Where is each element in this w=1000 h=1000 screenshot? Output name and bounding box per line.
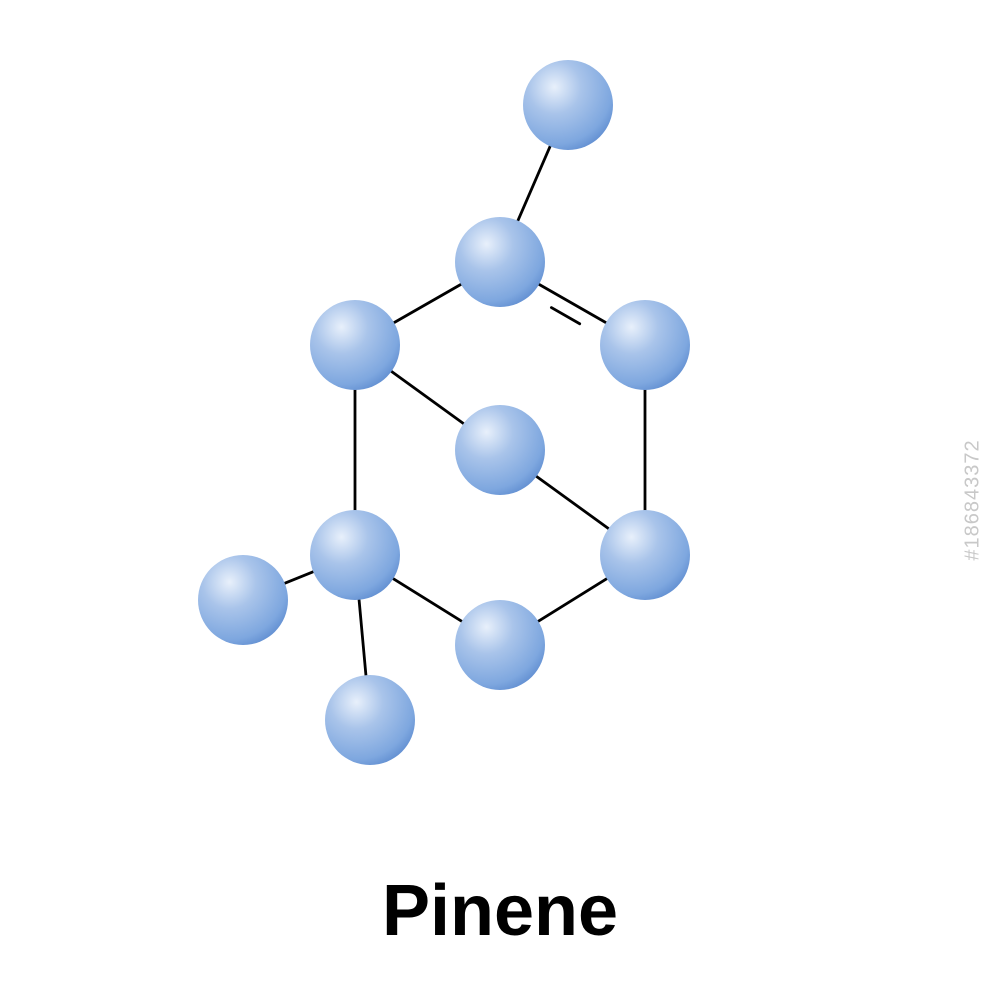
diagram-canvas: Pinene #186843372 [0,0,1000,1000]
bond [516,142,552,225]
atom-me_left [198,555,288,645]
bond [551,308,579,324]
molecule-svg [0,0,1000,1000]
bond [359,595,367,679]
atom-bridge [455,405,545,495]
bond [533,474,612,531]
atom-c2 [600,300,690,390]
atom-c5 [310,510,400,600]
atom-me_down [325,675,415,765]
bond [534,576,610,623]
bond [388,369,467,426]
atom-c1 [455,217,545,307]
atom-c6 [310,300,400,390]
molecule-title: Pinene [0,870,1000,952]
bond [281,570,318,585]
atoms-layer [198,60,690,765]
atom-c4 [455,600,545,690]
bonds-layer [281,142,645,680]
atom-top [523,60,613,150]
stock-id-watermark: #186843372 [962,439,985,560]
bond [390,282,465,325]
atom-c3 [600,510,690,600]
bond [389,576,465,623]
